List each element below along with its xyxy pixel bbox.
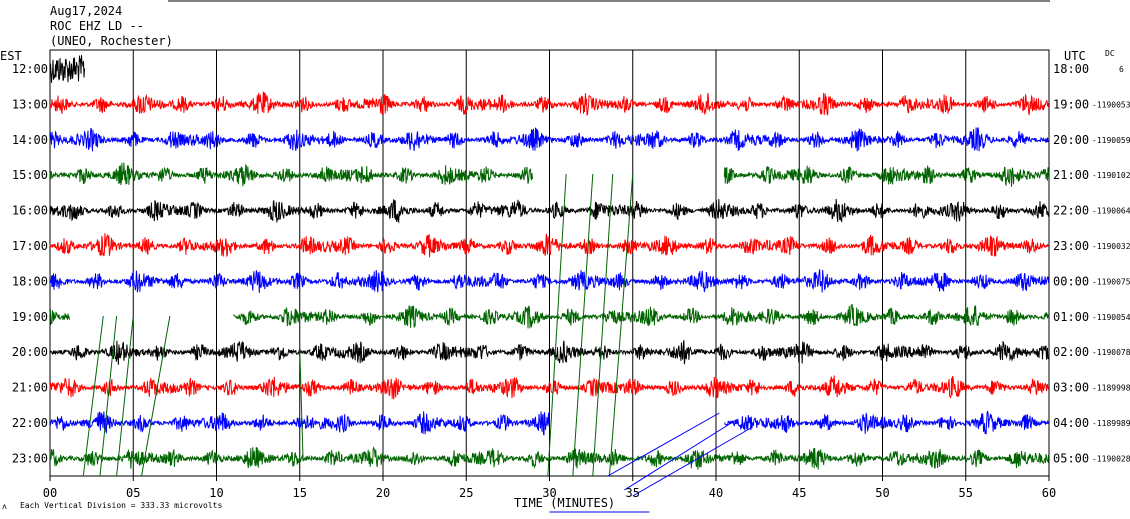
trace-1800: [49, 269, 1049, 294]
trace-1400: [49, 127, 1049, 152]
trace-1200: [49, 55, 85, 83]
x-tick-label: 30: [542, 486, 556, 500]
row-dc-offset: -1190075: [1092, 277, 1130, 286]
row-label-est: 19:00: [12, 310, 48, 324]
overlay-line-green: [592, 173, 614, 477]
x-axis-label: TIME (MINUTES): [514, 496, 616, 510]
row-label-est: 14:00: [12, 133, 48, 147]
x-tick-label: 05: [126, 486, 140, 500]
overlay-line-green: [141, 315, 171, 477]
event-overlay-lines: [82, 173, 753, 513]
row-label-utc: 04:00: [1053, 416, 1089, 430]
row-label-utc: 03:00: [1053, 381, 1089, 395]
row-label-est: 18:00: [12, 274, 48, 288]
x-tick-label: 15: [293, 486, 307, 500]
row-dc-offset: -1189998: [1092, 384, 1130, 393]
trace-1300: [49, 91, 1049, 117]
row-dc-offset: -1190054: [1092, 313, 1130, 322]
row-label-est: 17:00: [12, 239, 48, 253]
overlay-line-green: [116, 315, 134, 477]
row-label-utc: 05:00: [1053, 451, 1089, 465]
row-dc-offset: -1190102: [1092, 171, 1130, 180]
overlay-line-green: [82, 315, 104, 477]
trace-2200: [50, 410, 1049, 436]
x-tick-label: 20: [376, 486, 390, 500]
row-label-est: 22:00: [12, 416, 48, 430]
overlay-line-green: [608, 173, 634, 477]
row-label-utc: 02:00: [1053, 345, 1089, 359]
row-dc-offset: -1190059: [1092, 136, 1130, 145]
x-tick-label: 55: [959, 486, 973, 500]
dc-value: 6: [1119, 65, 1124, 74]
x-tick-label: 50: [875, 486, 889, 500]
row-label-utc: 23:00: [1053, 239, 1089, 253]
header-station: ROC EHZ LD --: [50, 19, 144, 33]
overlay-line-blue: [632, 426, 753, 497]
left-timezone-label: EST: [0, 49, 22, 63]
row-label-est: 23:00: [12, 451, 48, 465]
trace-1600: [49, 198, 1049, 224]
row-dc-offset: -1190032: [1092, 242, 1130, 251]
overlay-line-blue: [607, 412, 720, 477]
row-label-utc: 20:00: [1053, 133, 1089, 147]
x-tick-label: 35: [626, 486, 640, 500]
trace-1700: [49, 233, 1049, 258]
trace-2100: [49, 375, 1049, 400]
scale-note-icon: ʌ: [2, 502, 7, 511]
row-label-est: 15:00: [12, 168, 48, 182]
trace-2000: [49, 340, 1049, 365]
right-timezone-label: UTC: [1064, 49, 1086, 63]
row-label-utc: 21:00: [1053, 168, 1089, 182]
grid-lines: [132, 50, 967, 476]
row-dc-offset: -1190053: [1092, 100, 1130, 109]
row-label-est: 20:00: [12, 345, 48, 359]
x-tick-label: 25: [459, 486, 473, 500]
trace-1900: [49, 304, 1049, 329]
overlay-line-green: [547, 173, 567, 477]
x-tick-label: 40: [709, 486, 723, 500]
row-dc-offset: -1190064: [1092, 207, 1130, 216]
seismogram-traces: [49, 55, 1049, 470]
overlay-line-blue: [624, 419, 737, 491]
row-label-est: 12:00: [12, 62, 48, 76]
row-label-utc: 19:00: [1053, 97, 1089, 111]
overlay-line-green: [99, 315, 118, 477]
row-label-utc: 00:00: [1053, 274, 1089, 288]
row-dc-offset: -1190028: [1092, 454, 1130, 463]
row-label-est: 16:00: [12, 204, 48, 218]
trace-1500: [49, 162, 1049, 187]
row-label-est: 13:00: [12, 97, 48, 111]
row-label-est: 21:00: [12, 381, 48, 395]
header-date: Aug17,2024: [50, 4, 123, 18]
row-label-utc: 22:00: [1053, 204, 1089, 218]
row-label-utc: 01:00: [1053, 310, 1089, 324]
x-tick-label: 60: [1042, 486, 1056, 500]
overlay-line-green: [299, 349, 304, 461]
x-tick-label: 45: [792, 486, 806, 500]
dc-label: DC: [1105, 49, 1115, 58]
row-dc-offset: -1190078: [1092, 348, 1130, 357]
row-dc-offset: -1189989: [1092, 419, 1130, 428]
x-tick-label: 10: [209, 486, 223, 500]
x-tick-label: 00: [43, 486, 57, 500]
scale-note: Each Vertical Division = 333.33 microvol…: [20, 501, 223, 510]
x-tick-labels: 00 05 10 15 20 25 30 35 40 45 50 55 60: [43, 476, 1056, 500]
header-network: (UNEO, Rochester): [50, 34, 173, 48]
row-label-utc: 18:00: [1053, 62, 1089, 76]
overlay-line-green: [572, 173, 594, 477]
